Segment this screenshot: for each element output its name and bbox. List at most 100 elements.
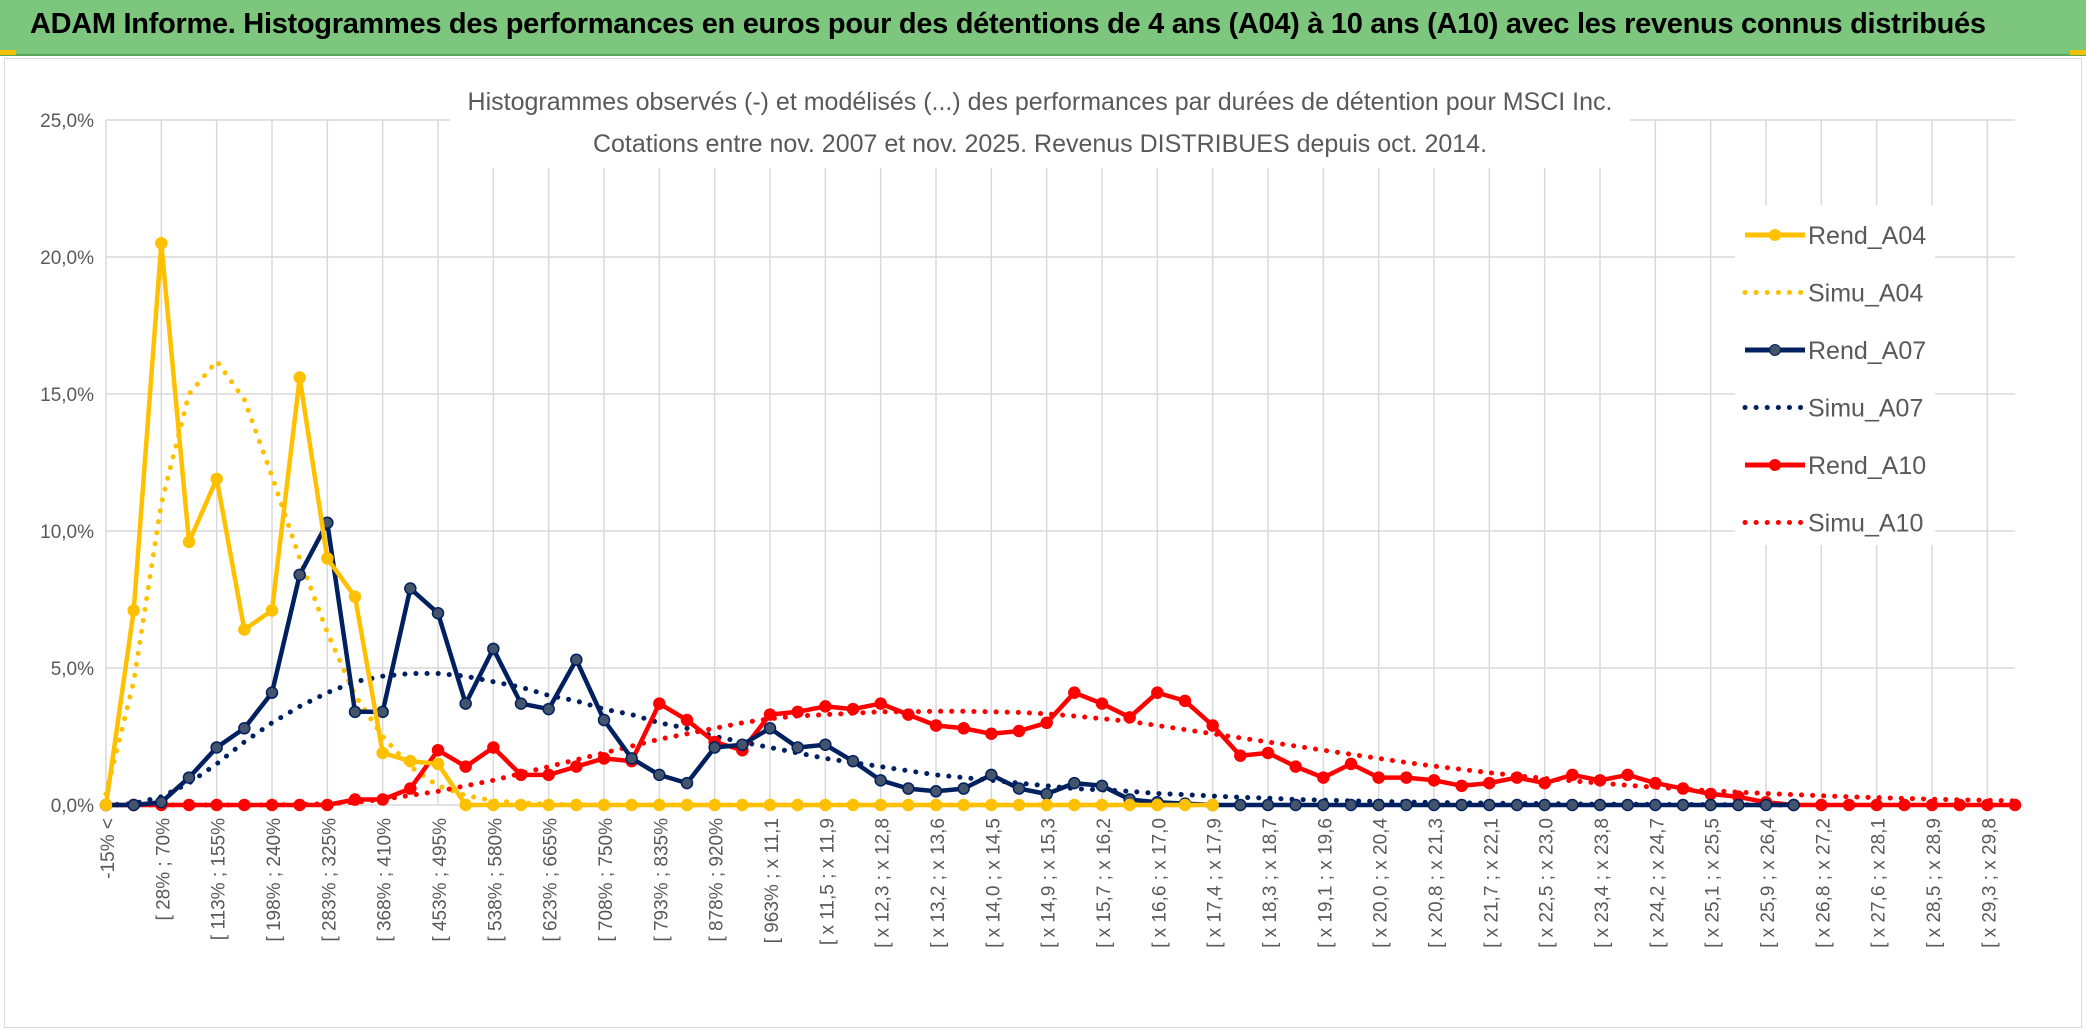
legend-label: Simu_A07 <box>1808 395 1923 423</box>
data-point <box>1261 798 1275 812</box>
data-point <box>902 782 915 795</box>
data-point <box>819 738 832 751</box>
data-point <box>597 713 611 727</box>
data-point <box>210 741 223 754</box>
data-point <box>210 798 223 812</box>
x-tick-label: [ x 13,2 ; x 13,6 <box>928 818 949 948</box>
x-tick-label: [ x 14,9 ; x 15,3 <box>1039 818 1060 948</box>
data-point <box>1151 798 1164 812</box>
data-point <box>708 741 721 754</box>
x-tick-label: [ x 18,3 ; x 18,7 <box>1260 818 1281 948</box>
data-point <box>874 774 887 787</box>
data-point <box>265 604 279 617</box>
data-point <box>1400 771 1413 784</box>
legend-label: Rend_A07 <box>1808 337 1926 365</box>
x-tick-label: [ x 15,7 ; x 16,2 <box>1094 818 1115 948</box>
x-tick-label: [ 198% ; 240% <box>264 818 285 942</box>
legend-marker <box>1769 344 1781 356</box>
data-point <box>542 768 555 782</box>
x-tick-label: [ 793% ; 835% <box>651 818 672 942</box>
data-point <box>1649 776 1662 790</box>
data-point <box>1676 798 1690 812</box>
data-point <box>680 776 694 790</box>
data-point <box>1483 776 1496 790</box>
legend-label: Rend_A04 <box>1808 222 1926 250</box>
legend-item-simu-a07: Simu_A07 <box>1742 395 1923 423</box>
data-point <box>265 798 279 812</box>
data-point <box>1400 798 1413 812</box>
data-point <box>1040 787 1053 801</box>
data-point <box>791 798 804 812</box>
data-point <box>265 686 279 699</box>
series-line-simu-a10 <box>103 708 2018 808</box>
legend-label: Rend_A10 <box>1808 452 1926 480</box>
data-point <box>1206 719 1219 732</box>
report-title: ADAM Informe. Histogrammes des performan… <box>30 8 1986 40</box>
data-point <box>1621 768 1634 782</box>
data-point <box>542 702 555 716</box>
data-point <box>570 653 583 667</box>
data-point <box>1372 798 1385 812</box>
x-tick-label: [ x 20,8 ; x 21,3 <box>1426 818 1447 948</box>
data-point <box>376 746 389 760</box>
chart-frame <box>4 58 2082 1028</box>
data-point <box>1317 771 1330 784</box>
x-tick-label: [ x 19,1 ; x 19,6 <box>1315 818 1336 948</box>
data-point <box>1732 798 1745 812</box>
data-point <box>459 697 472 710</box>
data-point <box>625 798 638 812</box>
data-point <box>708 798 721 812</box>
data-point <box>210 472 223 486</box>
data-point <box>1123 798 1136 812</box>
data-point <box>791 705 804 719</box>
data-point <box>1455 798 1468 812</box>
data-point <box>182 798 196 812</box>
data-point <box>293 568 306 582</box>
y-tick-label: 10,0% <box>40 522 94 543</box>
data-point <box>1040 716 1053 730</box>
data-point <box>902 708 915 721</box>
data-point <box>1621 798 1634 812</box>
data-point <box>348 793 362 806</box>
data-point <box>653 697 666 710</box>
x-tick-label: [ 368% ; 410% <box>375 818 396 942</box>
data-point <box>653 768 666 782</box>
x-tick-label: [ 113% ; 155% <box>209 818 230 940</box>
x-tick-label: [ x 16,6 ; x 17,0 <box>1149 818 1170 948</box>
data-point <box>1870 798 1883 812</box>
data-point <box>819 798 832 812</box>
banner-corner-accent-right <box>2070 50 2086 55</box>
data-point <box>238 798 251 812</box>
data-point <box>99 798 113 812</box>
data-point <box>376 793 389 806</box>
data-point <box>1123 711 1136 724</box>
data-point <box>293 371 306 384</box>
legend-item-rend-a10: Rend_A10 <box>1745 452 1926 480</box>
data-point <box>1317 798 1330 812</box>
data-point <box>819 700 832 713</box>
data-point <box>846 754 860 768</box>
data-point <box>1510 798 1524 812</box>
data-point <box>1649 798 1662 812</box>
x-tick-label: [ 708% ; 750% <box>596 818 617 942</box>
data-point <box>376 705 389 719</box>
data-point <box>957 722 970 735</box>
y-tick-label: 20,0% <box>40 248 94 269</box>
data-point <box>321 798 334 812</box>
data-point <box>238 722 251 735</box>
data-point <box>1095 798 1109 812</box>
series-rend-a07 <box>99 516 1800 812</box>
data-point <box>1095 779 1109 793</box>
data-point <box>1372 771 1385 784</box>
y-axis: 0,0% 5,0% 10,0% 15,0% 20,0% 25,0% <box>40 111 94 817</box>
data-point <box>1234 749 1247 762</box>
data-point <box>182 535 196 549</box>
legend-item-rend-a07: Rend_A07 <box>1745 337 1926 365</box>
data-point <box>570 760 583 773</box>
x-tick-label: [ x 21,7 ; x 22,1 <box>1481 818 1502 948</box>
data-point <box>2008 798 2022 812</box>
y-tick-label: 15,0% <box>40 385 94 406</box>
data-point <box>597 798 611 812</box>
data-point <box>1842 798 1856 812</box>
